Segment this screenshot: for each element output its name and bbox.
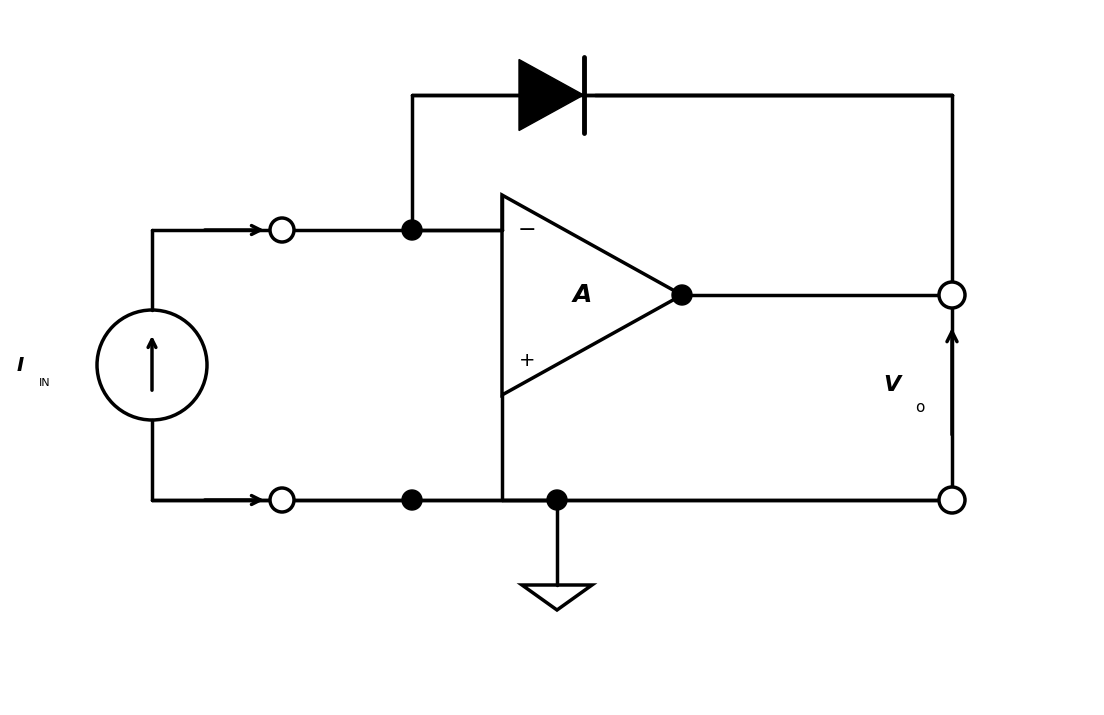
Polygon shape (519, 59, 584, 131)
Circle shape (270, 218, 294, 242)
Text: +: + (519, 350, 535, 370)
Text: o: o (915, 400, 925, 415)
Circle shape (402, 220, 422, 240)
Text: V: V (883, 375, 901, 395)
Circle shape (672, 285, 692, 305)
Circle shape (940, 487, 965, 513)
Text: I: I (17, 355, 23, 375)
Circle shape (546, 490, 567, 510)
Text: IN: IN (39, 378, 51, 388)
Circle shape (270, 488, 294, 512)
Text: A: A (572, 283, 592, 307)
Circle shape (402, 490, 422, 510)
Circle shape (940, 282, 965, 308)
Text: −: − (518, 220, 537, 240)
